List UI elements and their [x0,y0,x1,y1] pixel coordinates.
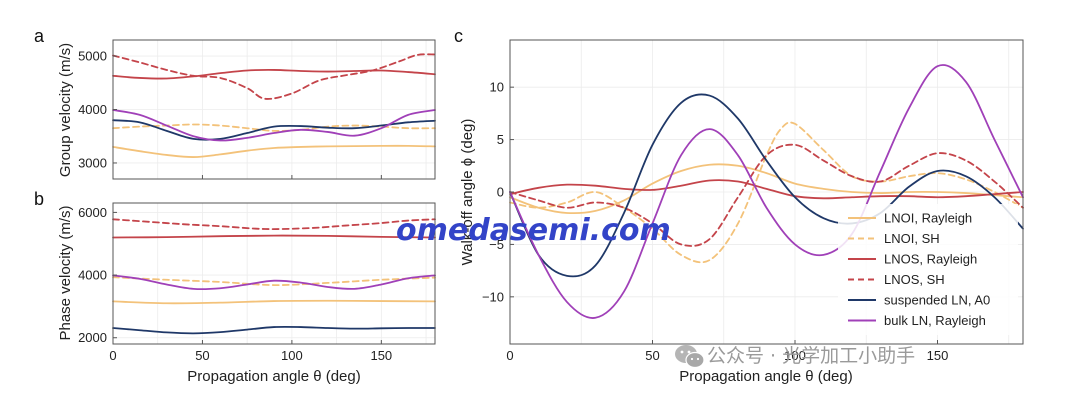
series-line-lnos-sh [112,53,436,100]
x-tick-label: 100 [281,348,303,363]
y-tick-label: 2000 [78,330,107,345]
panel-b-frame [112,202,436,345]
panel-b: b 0 50 100 150 2000 4000 6000 Phase velocity (… [34,189,436,385]
panel-a-ylabel: Group velocity (m/s) [57,43,74,177]
wechat-text: 公众号 · 光学加工小助手 [707,345,915,367]
panel-b-xlabel: Propagation angle θ (deg) [187,368,360,385]
y-tick-label: 4000 [78,102,107,117]
x-tick-label: 50 [645,348,659,363]
wechat-watermark: 公众号 · 光学加工小助手 [675,345,915,369]
panel-c-ylabel: Walk-off angle ϕ (deg) [459,119,476,266]
x-tick-label: 0 [506,348,513,363]
x-tick-label: 150 [370,348,392,363]
legend-label-lnos-sh: LNOS, SH [884,272,945,287]
legend-label-suspended-ln-a0: suspended LN, A0 [884,293,990,308]
panel-c: c 0 50 100 150 −10 −5 0 5 10 Walk-off angle ϕ (d… [454,26,1024,385]
panel-b-grid [112,203,435,344]
panel-b-ticks: 0 50 100 150 2000 4000 6000 [78,205,392,363]
series-line-lnos-rayleigh [112,69,436,80]
panel-a-grid [112,40,435,179]
y-tick-label: 5000 [78,49,107,64]
panel-c-letter: c [454,26,463,46]
series-line-lnos-sh [112,218,436,230]
legend-label-lnos-rayleigh: LNOS, Rayleigh [884,252,977,267]
watermark-text: omedasemi.com [396,213,671,248]
panel-a-frame [112,39,436,180]
series-line-lnoi-sh [112,276,436,286]
panel-c-frame [509,39,1024,345]
legend-label-lnoi-rayleigh: LNOI, Rayleigh [884,211,972,226]
wechat-icon [675,345,705,369]
panel-b-ylabel: Phase velocity (m/s) [57,205,74,340]
y-tick-label: 6000 [78,205,107,220]
panel-a-series [112,53,436,158]
series-line-lnoi-rayleigh [112,144,436,158]
series-line-suspended-ln-a0 [509,93,1024,278]
panel-a-ticks: 3000 4000 5000 [78,49,382,179]
series-line-lnos-rayleigh [112,234,436,239]
panel-b-series [112,218,436,335]
series-line-suspended-ln-a0 [112,325,436,335]
panel-a-letter: a [34,26,45,46]
panel-c-legend: LNOI, Rayleigh LNOI, SH LNOS, Rayleigh LNOS… [838,204,1018,335]
y-tick-label: 3000 [78,155,107,170]
y-tick-label: −10 [482,289,504,304]
series-line-suspended-ln-a0 [112,119,436,141]
y-tick-label: 4000 [78,268,107,283]
panel-a: a 3000 4000 5000 Group velocity (m/s) [34,26,436,180]
x-tick-label: 100 [784,348,806,363]
legend-label-lnoi-sh: LNOI, SH [884,231,940,246]
y-tick-label: 10 [490,80,504,95]
x-tick-label: 0 [109,348,116,363]
series-line-lnoi-sh [509,121,1024,264]
panel-c-ticks: 0 50 100 150 −10 −5 0 5 10 [482,80,948,363]
panel-b-letter: b [34,189,44,209]
y-tick-label: −5 [489,237,504,252]
series-line-lnos-rayleigh [509,179,1024,200]
series-line-bulk-ln-rayleigh [509,64,1024,319]
panel-c-xlabel: Propagation angle θ (deg) [679,368,852,385]
series-line-bulk-ln-rayleigh [112,109,436,142]
panel-c-series [509,64,1024,319]
x-tick-label: 150 [927,348,949,363]
y-tick-label: 5 [497,132,504,147]
legend-background [838,204,1018,335]
y-tick-label: 0 [497,185,504,200]
series-line-lnoi-rayleigh [112,299,436,305]
series-line-bulk-ln-rayleigh [112,274,436,291]
legend-label-bulk-ln-rayleigh: bulk LN, Rayleigh [884,313,986,328]
x-tick-label: 50 [195,348,209,363]
series-line-lnoi-rayleigh [509,163,1024,215]
